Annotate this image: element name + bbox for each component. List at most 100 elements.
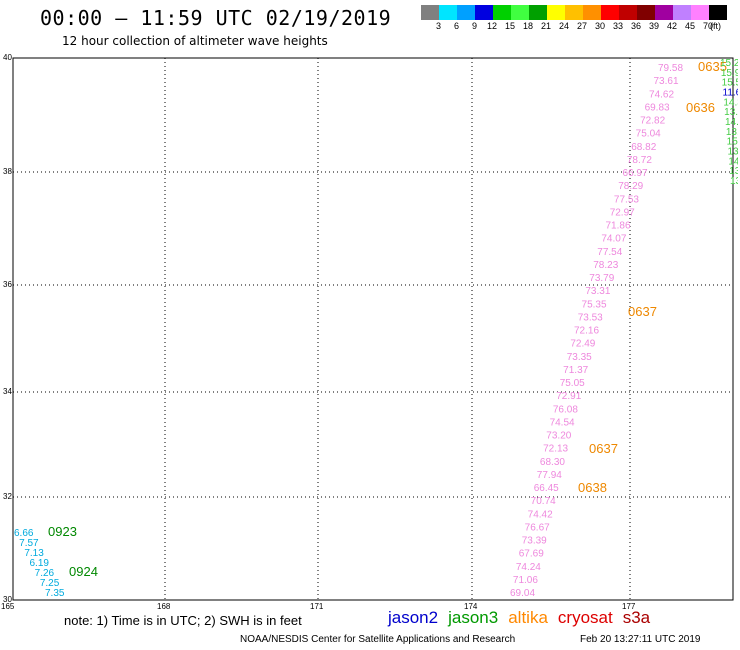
legend-label: 12 [487,21,498,31]
swh-value: 13.7 [729,166,740,177]
lon-tick-label: 165 [1,602,15,611]
swh-value: 13.8 [726,127,740,138]
footer-note: note: 1) Time is in UTC; 2) SWH is in fe… [64,613,302,628]
swh-value: 74.07 [601,234,626,245]
legend-swatch [493,5,511,20]
swh-value: 66.97 [623,168,648,179]
legend-label: 6 [454,21,460,31]
lat-tick-label: 30 [3,595,12,604]
swh-value: 77.54 [597,247,622,258]
satellite-s3a: s3a [622,608,651,627]
legend-label: 42 [667,21,678,31]
legend-label: 39 [649,21,660,31]
swh-value: 72.97 [610,207,635,218]
swh-value: 70.74 [531,496,556,507]
swh-value: 73.20 [546,431,571,442]
track-time-label: 0636 [686,100,715,115]
swh-value: 67.69 [519,549,544,560]
color-legend [421,5,727,20]
legend-label: 27 [577,21,588,31]
track-time-label: 0924 [69,564,98,579]
swh-value: 78.23 [593,260,618,271]
satellite-jason2: jason2 [388,608,439,627]
swh-value: 74.54 [550,417,575,428]
lat-tick-label: 36 [3,280,12,289]
legend-label: 9 [472,21,478,31]
swh-value: 13.0 [730,176,740,187]
swh-value: 66.45 [534,483,559,494]
lat-tick-label: 32 [3,492,12,501]
swh-value: 71.06 [513,575,538,586]
legend-swatch [583,5,601,20]
swh-value: 71.37 [563,365,588,376]
swh-value: 11.6 [723,88,740,99]
legend-swatch [457,5,475,20]
timestamp-text: Feb 20 13:27:11 UTC 2019 [580,634,701,645]
legend-swatch [529,5,547,20]
swh-value: 15.9 [721,68,740,79]
swh-value: 73.53 [578,312,603,323]
swh-value: 71.86 [606,221,631,232]
swh-value: 77.53 [614,194,639,205]
swh-value: 78.72 [627,155,652,166]
swh-value: 73.35 [567,352,592,363]
legend-swatch [421,5,439,20]
edge-mask [738,50,740,250]
swh-value: 13.4 [728,147,740,158]
swh-value: 15.5 [722,78,740,89]
swh-value: 79.58 [658,63,683,74]
satellite-altika: altika [508,608,548,627]
legend-swatch [691,5,709,20]
swh-value: 68.82 [631,142,656,153]
swh-value: 7.57 [19,538,39,549]
map-subtitle: 12 hour collection of altimeter wave hei… [62,34,328,48]
satellite-legend: jason2 jason3 altika cryosat s3a [388,608,660,628]
swh-value: 73.79 [589,273,614,284]
legend-label: 45 [685,21,696,31]
legend-label: 21 [541,21,552,31]
lon-tick-label: 168 [157,602,171,611]
swh-value: 72.91 [556,391,581,402]
legend-swatch [511,5,529,20]
swh-value: 73.31 [585,286,610,297]
lon-tick-label: 171 [310,602,324,611]
legend-swatch [601,5,619,20]
swh-value: 72.16 [574,326,599,337]
swh-value: 74.24 [516,562,541,573]
swh-value: 76.67 [525,522,550,533]
swh-value: 68.30 [540,457,565,468]
swh-value: 14.2 [728,156,740,167]
legend-unit: (ft) [710,21,721,31]
legend-label: 30 [595,21,606,31]
credit-text: NOAA/NESDIS Center for Satellite Applica… [240,634,516,645]
swh-value: 14.3 [723,97,740,108]
swh-value: 75.04 [636,129,661,140]
legend-swatch [673,5,691,20]
map-frame [12,57,734,601]
swh-value: 74.62 [649,89,674,100]
legend-label: 3 [436,21,442,31]
swh-value: 74.42 [528,509,553,520]
legend-swatch [619,5,637,20]
legend-label: 24 [559,21,570,31]
swh-value: 78.29 [618,181,643,192]
swh-value: 6.66 [14,528,34,539]
satellite-jason3: jason3 [448,608,499,627]
swh-value: 69.83 [645,102,670,113]
legend-swatch [565,5,583,20]
lat-tick-label: 40 [3,53,12,62]
satellite-cryosat: cryosat [557,608,613,627]
track-time-label: 0635 [698,59,727,74]
swh-value: 7.13 [24,548,44,559]
legend-label: 15 [505,21,516,31]
legend-swatch [637,5,655,20]
swh-value: 75.35 [582,299,607,310]
lon-tick-label: 174 [464,602,478,611]
swh-value: 73.61 [654,76,679,87]
legend-label: 18 [523,21,534,31]
swh-value: 7.25 [40,578,60,589]
legend-swatch [547,5,565,20]
legend-swatch [655,5,673,20]
swh-value: 76.08 [553,404,578,415]
